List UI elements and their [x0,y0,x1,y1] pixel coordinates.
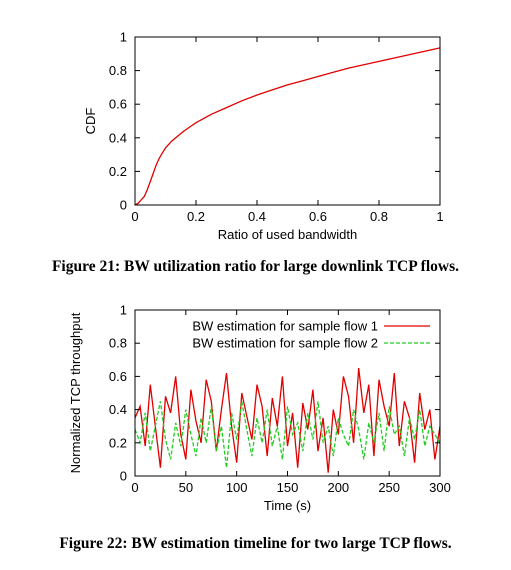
y-tick-label: 0.6 [109,369,127,384]
y-tick-label: 0.8 [109,336,127,351]
x-tick-label: 250 [378,480,400,495]
x-tick-label: 200 [327,480,349,495]
x-tick-label: 0.8 [370,209,388,224]
y-axis-label: Normalized TCP throughput [68,312,83,473]
series-1-line [134,47,441,206]
plot-frame [134,36,441,206]
x-tick-label: 1 [436,209,443,224]
y-tick-label: 0.6 [109,97,127,112]
x-tick-label: 50 [179,480,193,495]
x-tick-label: 0.4 [248,209,266,224]
y-tick-label: 0 [120,469,127,484]
x-tick-label: 0 [131,209,138,224]
y-tick-label: 0.4 [109,402,127,417]
legend-label-2: BW estimation for sample flow 2 [192,336,378,351]
series-2-line [134,401,441,468]
series-1-line [134,368,441,473]
y-tick-label: 1 [120,30,127,45]
bw-timeline-chart: 0 50 100 150 200 250 300 0 0.2 0.4 0.6 0.8 1 Time (s)… [68,303,451,514]
x-tick-label: 0.2 [187,209,205,224]
x-axis-label: Ratio of used bandwidth [218,227,357,242]
x-axis-label: Time (s) [264,498,311,513]
legend-label-1: BW estimation for sample flow 1 [192,319,378,334]
y-tick-label: 0.4 [109,130,127,145]
y-tick-label: 0 [120,198,127,213]
x-tick-label: 300 [429,480,451,495]
figure-21-caption: Figure 21: BW utilization ratio for larg… [51,258,460,275]
y-tick-label: 0.8 [109,63,127,78]
y-axis-label: CDF [83,108,98,135]
y-tick-label: 1 [120,303,127,318]
x-tick-label: 0.6 [309,209,327,224]
x-tick-label: 0 [131,480,138,495]
y-tick-label: 0.2 [109,164,127,179]
y-tick-label: 0.2 [109,435,127,450]
x-tick-label: 150 [277,480,299,495]
figure-22-caption: Figure 22: BW estimation timeline for tw… [59,535,452,552]
x-tick-label: 100 [226,480,248,495]
cdf-chart: 0 0.2 0.4 0.6 0.8 1 0 0.2 0.4 0.6 0.8 1 Ratio of use… [83,30,444,243]
